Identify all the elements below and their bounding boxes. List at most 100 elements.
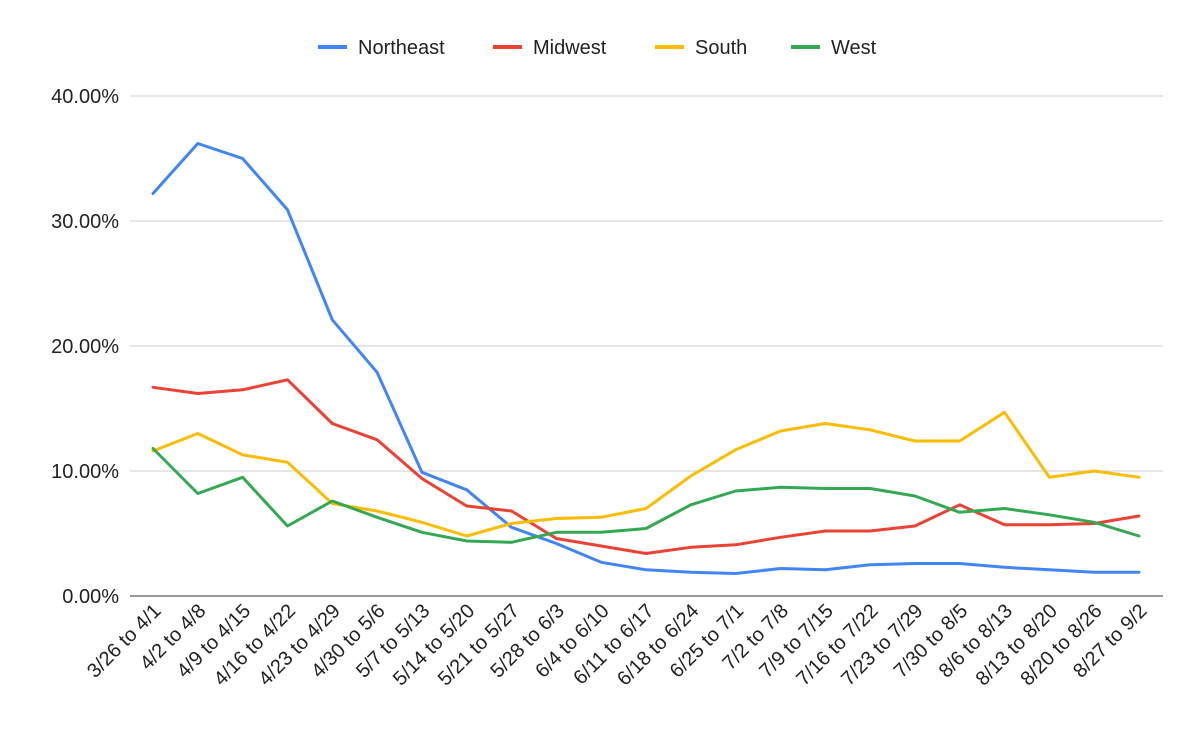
- data-point-northeast: [779, 567, 782, 570]
- y-tick-label: 30.00%: [51, 211, 119, 233]
- data-point-west: [779, 486, 782, 489]
- data-point-northeast: [1138, 571, 1141, 574]
- data-point-northeast: [600, 561, 603, 564]
- data-point-midwest: [1003, 523, 1006, 526]
- data-point-south: [913, 440, 916, 443]
- data-point-south: [779, 430, 782, 433]
- data-point-west: [286, 525, 289, 528]
- data-point-northeast: [241, 157, 244, 160]
- data-point-south: [689, 475, 692, 478]
- data-point-west: [331, 500, 334, 503]
- data-point-west: [555, 531, 558, 534]
- legend-item-northeast[interactable]: Northeast: [318, 37, 445, 59]
- data-point-south: [286, 461, 289, 464]
- data-point-west: [1138, 535, 1141, 538]
- series-line-south: [151, 410, 1141, 538]
- data-point-midwest: [465, 505, 468, 508]
- data-point-midwest: [645, 552, 648, 555]
- data-point-west: [510, 541, 513, 544]
- data-point-northeast: [689, 571, 692, 574]
- data-point-northeast: [913, 562, 916, 565]
- series-line-northeast: [151, 142, 1141, 575]
- data-point-northeast: [734, 572, 737, 575]
- legend-item-west[interactable]: West: [791, 37, 877, 59]
- data-point-west: [1048, 513, 1051, 516]
- y-tick-label: 10.00%: [51, 461, 119, 483]
- data-point-south: [555, 517, 558, 520]
- data-point-south: [510, 522, 513, 525]
- y-tick-label: 40.00%: [51, 86, 119, 108]
- data-point-northeast: [869, 563, 872, 566]
- x-axis: 3/26 to 4/14/2 to 4/84/9 to 4/154/16 to …: [83, 600, 1151, 690]
- legend-label: West: [831, 37, 877, 59]
- data-point-northeast: [510, 526, 513, 529]
- legend-item-midwest[interactable]: Midwest: [493, 37, 607, 59]
- data-point-northeast: [824, 568, 827, 571]
- data-point-midwest: [600, 545, 603, 548]
- data-point-midwest: [1048, 523, 1051, 526]
- data-point-west: [645, 527, 648, 530]
- data-point-south: [465, 535, 468, 538]
- series-lines: [151, 142, 1141, 575]
- legend-item-south[interactable]: South: [655, 37, 747, 59]
- data-point-midwest: [376, 438, 379, 441]
- data-point-northeast: [286, 208, 289, 211]
- data-point-west: [241, 476, 244, 479]
- data-point-northeast: [958, 562, 961, 565]
- y-tick-label: 20.00%: [51, 336, 119, 358]
- data-point-west: [913, 495, 916, 498]
- data-point-west: [600, 531, 603, 534]
- data-point-midwest: [555, 537, 558, 540]
- data-point-south: [420, 521, 423, 524]
- data-point-west: [152, 447, 155, 450]
- data-point-northeast: [1093, 571, 1096, 574]
- data-point-midwest: [241, 388, 244, 391]
- data-point-south: [958, 440, 961, 443]
- data-point-midwest: [913, 525, 916, 528]
- data-point-northeast: [152, 192, 155, 195]
- data-point-midwest: [689, 546, 692, 549]
- data-point-south: [869, 428, 872, 431]
- data-point-midwest: [286, 378, 289, 381]
- data-point-south: [1003, 411, 1006, 414]
- y-tick-label: 0.00%: [62, 586, 119, 608]
- data-point-south: [734, 448, 737, 451]
- legend: Northeast Midwest South West: [318, 37, 877, 59]
- data-point-south: [196, 432, 199, 435]
- data-point-south: [1138, 476, 1141, 479]
- data-point-northeast: [1048, 568, 1051, 571]
- data-point-northeast: [555, 542, 558, 545]
- data-point-midwest: [510, 510, 513, 513]
- data-point-south: [645, 507, 648, 510]
- data-point-south: [824, 422, 827, 425]
- data-point-northeast: [1003, 566, 1006, 569]
- data-point-midwest: [869, 530, 872, 533]
- data-point-midwest: [958, 503, 961, 506]
- gridlines: [130, 95, 1163, 597]
- data-point-midwest: [779, 536, 782, 539]
- data-point-midwest: [331, 422, 334, 425]
- data-point-midwest: [196, 392, 199, 395]
- data-point-west: [869, 487, 872, 490]
- legend-label: Midwest: [533, 37, 607, 59]
- data-point-west: [734, 490, 737, 493]
- data-point-south: [600, 516, 603, 519]
- data-point-midwest: [152, 386, 155, 389]
- data-point-northeast: [331, 318, 334, 321]
- data-point-northeast: [196, 142, 199, 145]
- data-point-south: [1093, 470, 1096, 473]
- legend-label: South: [695, 37, 747, 59]
- data-point-west: [420, 531, 423, 534]
- data-point-northeast: [645, 568, 648, 571]
- legend-label: Northeast: [358, 37, 445, 59]
- y-axis: 0.00% 10.00% 20.00% 30.00% 40.00%: [51, 86, 119, 608]
- data-point-west: [689, 503, 692, 506]
- data-point-west: [196, 492, 199, 495]
- data-point-midwest: [1138, 515, 1141, 518]
- data-point-midwest: [420, 477, 423, 480]
- data-point-west: [465, 540, 468, 543]
- data-point-south: [1048, 476, 1051, 479]
- data-point-west: [1093, 521, 1096, 524]
- data-point-midwest: [824, 530, 827, 533]
